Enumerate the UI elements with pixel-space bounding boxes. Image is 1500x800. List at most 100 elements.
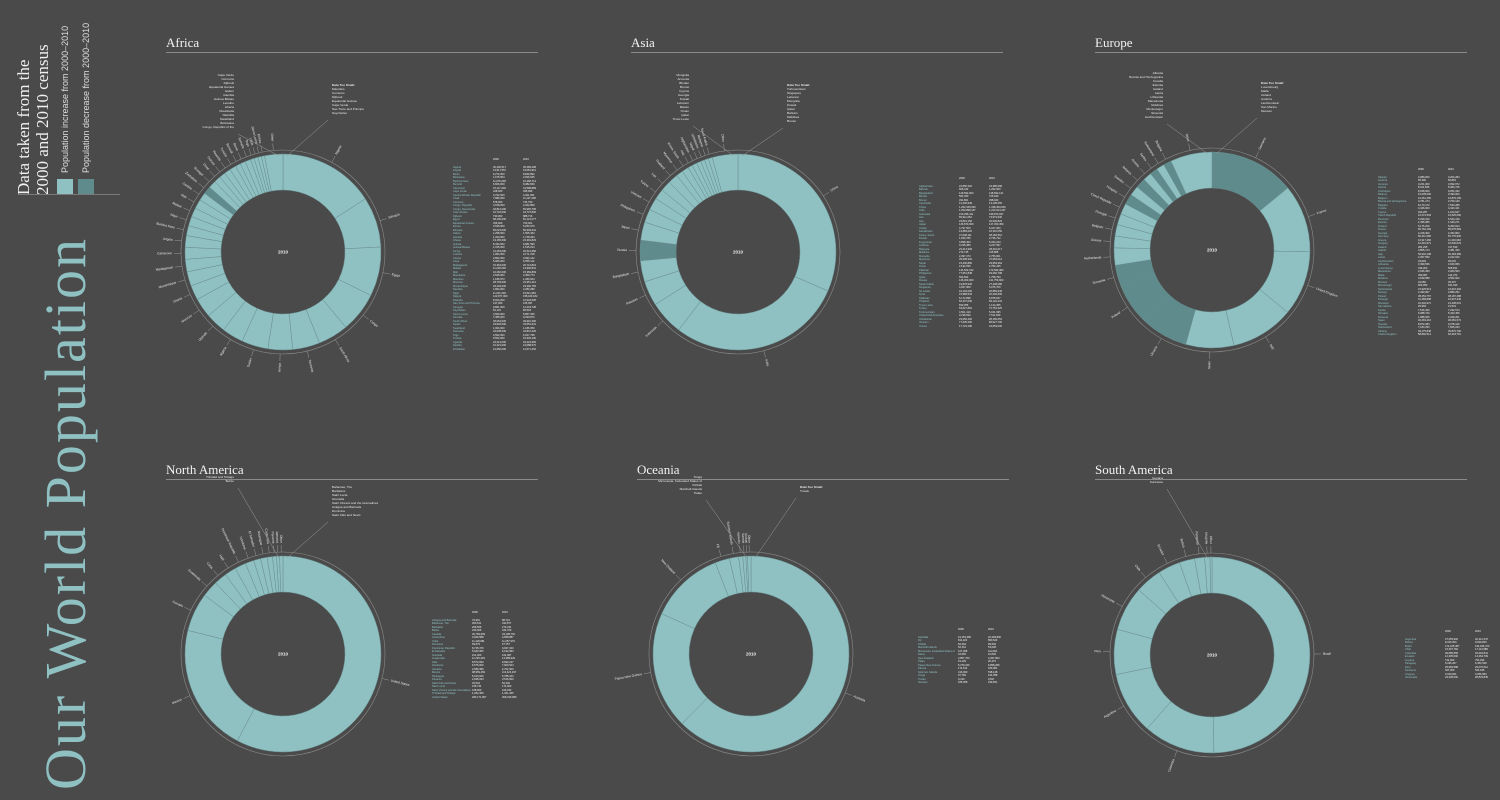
slice-tick [1188,143,1191,151]
slice-label: Chad [202,163,210,172]
callout-text: Equatorial Guinea [332,99,357,103]
country-name: Tonga [918,674,926,677]
table-row: Grenada 101,400 104,487 [432,654,532,658]
callout-text: Georgia [678,93,689,97]
callout-text: Andorra [1261,97,1272,101]
callout-text: Monaco [1261,109,1272,113]
slice-label: Hungary [1106,184,1119,194]
slice-tick [213,569,219,576]
slice-tick [193,190,200,195]
table-row: Egypt 68,100,000 81,121,077 [453,218,553,222]
country-name: Bolivia [1405,641,1413,644]
population-2000: 2,192,535 [959,265,971,268]
population-2000: 7,385,000 [493,316,505,319]
slice-label: Tanzania [308,359,315,373]
population-2000: 46,812,000 [493,207,506,211]
slice-label: Zimbabwe [184,171,198,184]
table-row: Guinea 8,434,000 9,981,590 [453,243,553,247]
country-name: Algeria [453,165,462,169]
slice-tick [224,561,229,569]
callout-text: Bosnia and Herzegovina [1129,75,1163,79]
population-2010: 3,204,284 [1448,175,1460,179]
population-2000: 16,732,000 [493,211,506,214]
population-2000: 66,024,000 [493,228,506,232]
table-row: Solomon Islands 416,000 538,148 [918,671,1018,675]
table-header: 2000 2010 [453,158,553,162]
population-2000: 17,723,186 [959,324,972,328]
slice-label: New Zealand [660,558,676,575]
country-name: Turkey [919,307,927,310]
population-2010: 631,490 [1448,284,1458,287]
callout-text: Turkmenistan [787,87,806,91]
population-2000: 31,254,000 [493,249,506,253]
population-2000: 3,535,000 [493,225,505,228]
population-2000: 282,171,957 [472,695,487,699]
callout-leader [754,497,797,559]
table-row: Tonga 97,784 104,058 [918,674,1018,678]
population-2000: 11,031,000 [493,291,506,295]
slice-label: Guatemala [187,568,201,582]
table-row: Lesotho 1,964,000 2,171,318 [453,253,553,257]
country-name: United Arab Emirates [919,314,944,317]
country-name: Micronesia, Federated States of [918,649,955,653]
slice-tick [207,325,214,332]
slice-label: Ethiopia [388,212,400,219]
table-row: Nauru 10,065 10,000 [918,653,1018,657]
callout-text: Macau [680,105,690,109]
callout-text: Data Too Small: [787,83,810,87]
slice-tick [1105,227,1113,230]
population-2010: 19,598,889 [523,186,536,190]
country-name: Qatar [919,275,926,279]
population-2000: 3,499,536 [1418,263,1430,266]
table-row: Qatar 593,693 1,758,793 [919,276,1019,280]
table-row: India 1,053,898,107 1,224,614,327 [919,209,1019,213]
population-2010: 8,382,849 [523,183,535,186]
slice-label: Other [270,133,275,142]
slice-label: Portugal [1095,209,1108,217]
population-2000: 84,494 [958,642,966,646]
table-row: Zimbabwe 12,650,000 12,571,454 [453,348,553,352]
slice-label: South Africa [338,346,350,363]
population-2010: 33,424,683 [523,340,536,344]
country-name: Colombia [1405,651,1416,655]
population-2000: 23,801,156 [959,219,972,223]
table-row: Slovakia 5,388,720 5,433,456 [1378,312,1478,316]
population-2000: 7,184,250 [1418,326,1430,329]
population-2000: 436,300 [1418,266,1428,270]
slice-label: Belarus [1122,165,1133,176]
population-2000: 2,892,000 [493,256,505,260]
population-2010: 5,334,223 [989,240,1001,244]
header-blank [453,158,493,162]
country-name: Peru [1405,665,1411,669]
table-row: Mexico 98,959,469 113,423,047 [432,671,532,675]
slice-label: Other [1185,133,1191,143]
population-2010: 398,920 [989,198,999,202]
slice-tick [243,150,247,157]
table-row: Namibia 1,894,000 2,283,289 [453,288,553,292]
country-name: Cyprus [1378,210,1387,214]
callout-text: Kiribati [693,483,703,487]
country-name: Sierra Leone [453,312,468,316]
country-name: Luxembourg [1378,266,1393,270]
population-2000: 3,857,700 [958,656,970,660]
country-name: Egypt [453,218,460,221]
slice-other [747,555,752,593]
slice-other [279,555,284,593]
population-2010: 8,384,745 [1448,186,1460,189]
population-2000: 2,589,389 [472,667,484,671]
population-2000: 58,892,514 [1418,333,1431,336]
country-name: Belarus [1378,193,1387,196]
country-name: Djibouti [453,214,462,218]
table-row: Senegal 9,861,000 12,433,728 [453,306,553,310]
table-row: China 1,262,645,000 1,338,300,000 [919,206,1019,210]
population-2010: 2,756,001 [989,254,1001,258]
population-2000: 11,118,981 [472,639,485,643]
slice-tick [679,160,684,167]
population-2010: 2,736,732 [989,237,1001,240]
slice-tick [187,198,195,203]
header-year: 2000 [493,158,499,161]
slice-label: Bangladesh [612,272,630,279]
population-2010: 273,331 [502,625,512,629]
country-name: Morocco [453,281,463,284]
